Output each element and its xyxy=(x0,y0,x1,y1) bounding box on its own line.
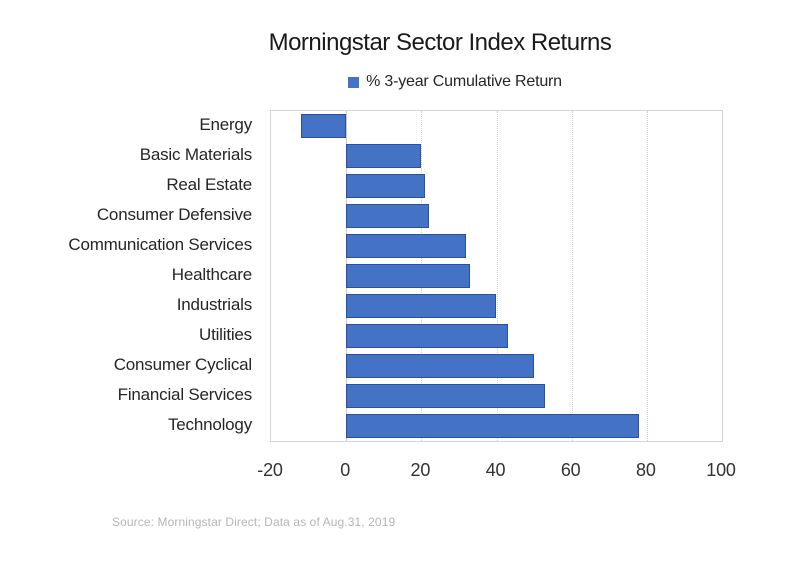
category-label-consumer-cyclical: Consumer Cyclical xyxy=(113,355,253,374)
category-label-healthcare: Healthcare xyxy=(171,265,252,284)
category-label-consumer-defensive: Consumer Defensive xyxy=(96,205,252,224)
source-note: Source: Morningstar Direct; Data as of A… xyxy=(112,515,396,529)
x-tick-label-20: 20 xyxy=(410,460,431,480)
x-tick-label-100: 100 xyxy=(706,460,736,480)
category-label-utilities: Utilities xyxy=(199,325,252,344)
x-tick-label-0: 0 xyxy=(340,460,351,480)
category-label-industrials: Industrials xyxy=(176,295,252,314)
legend-swatch-icon xyxy=(348,76,360,88)
bar-technology xyxy=(346,414,640,438)
bar-consumer-defensive xyxy=(346,204,429,228)
legend-label: % 3-year Cumulative Return xyxy=(366,73,562,90)
category-label-energy: Energy xyxy=(199,115,252,134)
legend: % 3-year Cumulative Return xyxy=(110,72,800,92)
bar-healthcare xyxy=(346,264,471,288)
gridline-40 xyxy=(496,111,498,441)
category-label-technology: Technology xyxy=(167,415,252,434)
bar-real-estate xyxy=(346,174,426,198)
bar-utilities xyxy=(346,324,508,348)
y-axis-labels: Energy Basic Materials Real Estate Consumer… xyxy=(30,110,252,440)
category-label-financial-services: Financial Services xyxy=(117,385,253,404)
x-tick-label-40: 40 xyxy=(485,460,506,480)
bar-basic-materials xyxy=(346,144,422,168)
chart-title: Morningstar Sector Index Returns xyxy=(268,29,612,56)
plot-area xyxy=(270,110,723,442)
bar-industrials xyxy=(346,294,497,318)
gridline-80 xyxy=(646,111,648,441)
x-tick-label-60: 60 xyxy=(560,460,581,480)
bar-communication-services xyxy=(346,234,467,258)
bar-financial-services xyxy=(346,384,546,408)
x-axis-labels: -20 0 20 40 60 80 100 xyxy=(257,460,736,486)
bar-consumer-cyclical xyxy=(346,354,535,378)
category-label-communication-services: Communication Services xyxy=(68,235,252,254)
x-tick-label-80: 80 xyxy=(636,460,656,480)
category-label-real-estate: Real Estate xyxy=(166,175,252,194)
x-tick-label--20: -20 xyxy=(257,460,283,480)
bar-energy xyxy=(301,114,347,138)
gridline-60 xyxy=(571,111,573,441)
category-label-basic-materials: Basic Materials xyxy=(139,145,252,164)
